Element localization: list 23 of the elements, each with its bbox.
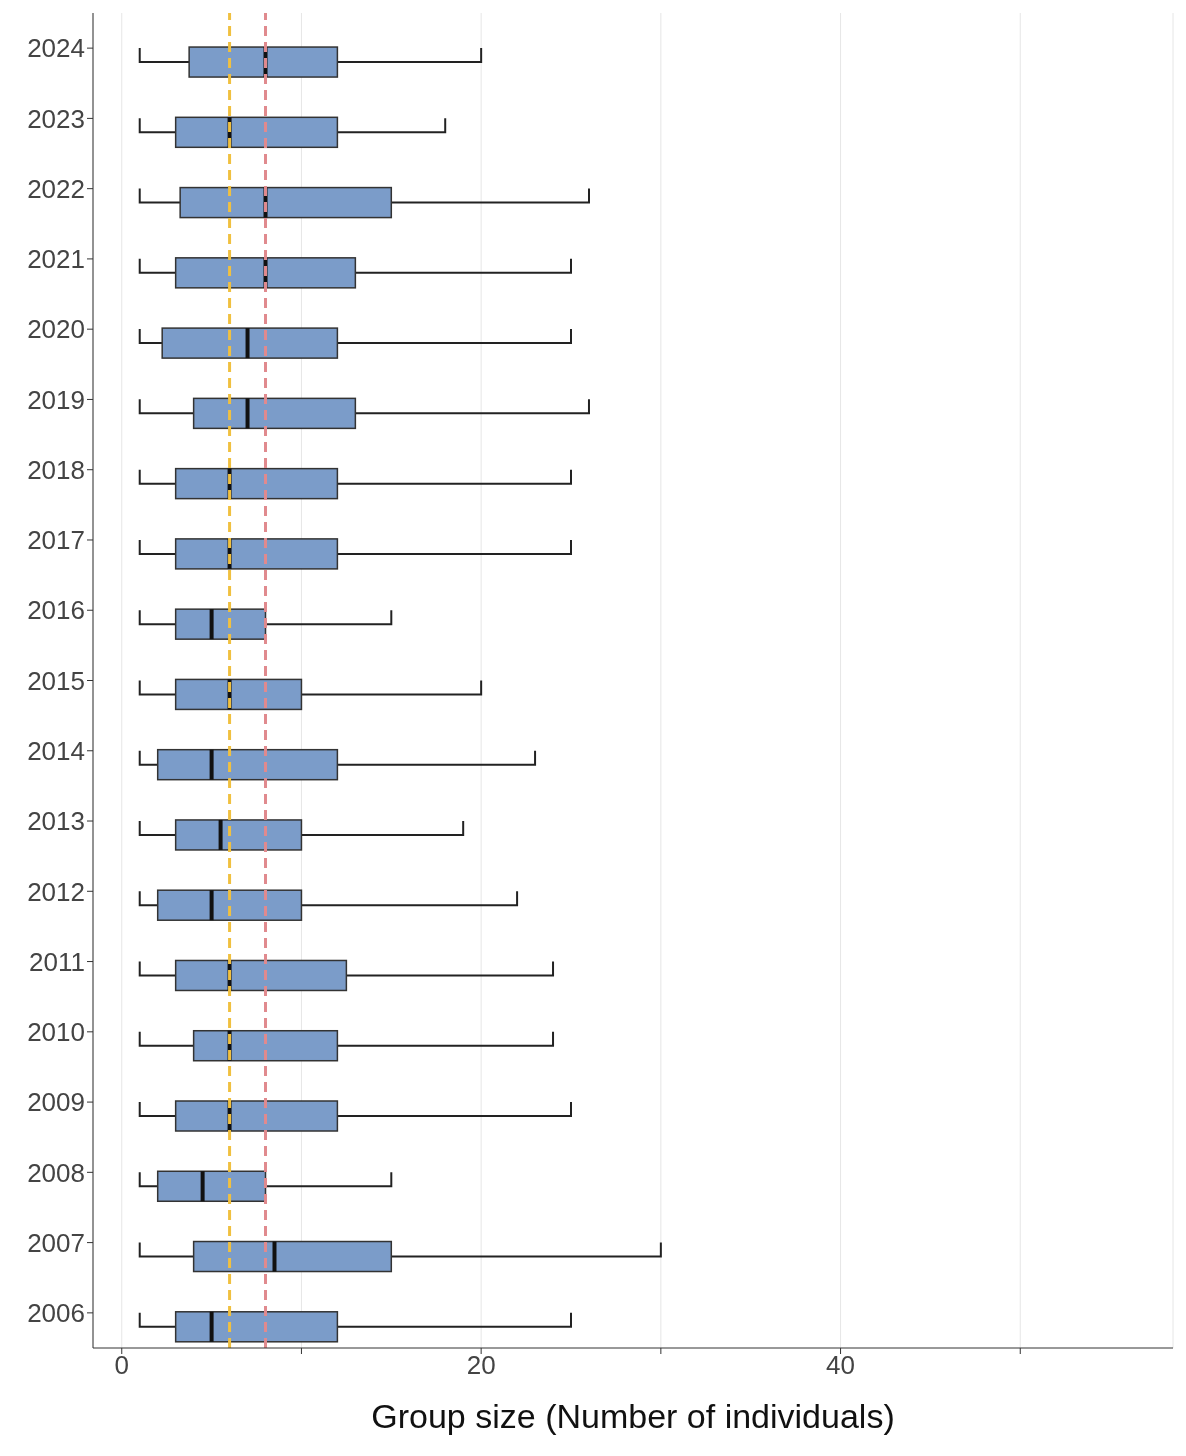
y-tick-label: 2008 [27, 1157, 85, 1188]
y-tick-label: 2014 [27, 735, 85, 766]
y-tick-label: 2018 [27, 454, 85, 485]
y-tick-label: 2020 [27, 314, 85, 345]
y-tick-label: 2010 [27, 1017, 85, 1048]
y-tick-label: 2021 [27, 244, 85, 275]
y-tick-label: 2011 [29, 946, 85, 977]
y-tick-label: 2015 [27, 665, 85, 696]
y-tick-label: 2012 [27, 876, 85, 907]
y-tick-label: 2009 [27, 1087, 85, 1118]
y-tick-label: 2023 [27, 103, 85, 134]
y-tick-label: 2024 [27, 33, 85, 64]
y-tick-label: 2019 [27, 384, 85, 415]
x-tick-label: 40 [826, 1350, 856, 1381]
x-axis-title: Group size (Number of individuals) [371, 1397, 895, 1435]
y-tick-label: 2017 [27, 525, 85, 556]
y-tick-label: 2022 [27, 173, 85, 204]
y-tick-label: 2006 [27, 1298, 85, 1329]
y-tick-label: 2016 [27, 595, 85, 626]
x-tick-label: 0 [114, 1350, 129, 1381]
y-tick-label: 2013 [27, 806, 85, 837]
y-tick-label: 2007 [27, 1227, 85, 1258]
x-tick-label: 20 [466, 1350, 496, 1381]
